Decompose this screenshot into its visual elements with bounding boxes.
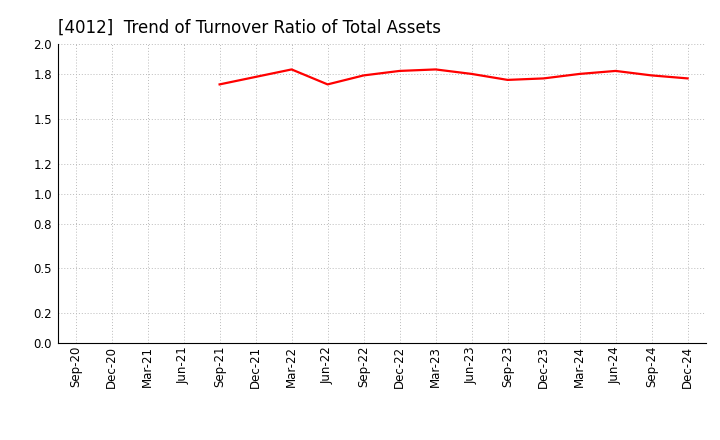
Text: [4012]  Trend of Turnover Ratio of Total Assets: [4012] Trend of Turnover Ratio of Total … [58,19,441,37]
